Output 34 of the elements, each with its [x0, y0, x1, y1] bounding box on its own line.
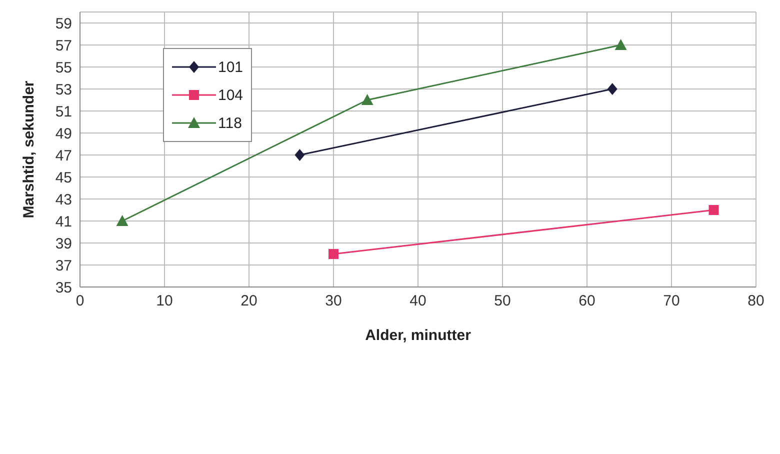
x-axis-title: Alder, minutter: [365, 327, 472, 344]
y-tick-label: 53: [55, 81, 72, 98]
y-tick-label: 39: [55, 235, 72, 252]
y-tick-label: 51: [55, 103, 72, 120]
y-tick-label: 47: [55, 147, 72, 164]
x-tick-label: 20: [240, 292, 258, 310]
x-tick-label: 50: [494, 292, 511, 310]
y-tick-label: 59: [55, 15, 72, 32]
x-tick-label: 40: [410, 292, 426, 310]
y-tick-label: 49: [55, 125, 72, 142]
x-tick-label: 10: [156, 292, 173, 310]
legend-label: 118: [218, 114, 242, 132]
point: [361, 94, 374, 105]
x-tick-label: 70: [663, 292, 680, 310]
point: [294, 149, 305, 161]
y-tick-label: 45: [55, 169, 72, 186]
x-tick-label: 0: [76, 292, 84, 310]
x-tick-label: 80: [748, 292, 764, 310]
point: [708, 205, 719, 215]
y-axis-title: Marshtid, sekunder: [20, 80, 38, 218]
point: [328, 249, 338, 259]
y-tick-label: 41: [55, 213, 72, 230]
y-tick-label: 57: [55, 37, 72, 54]
y-tick-label: 43: [55, 191, 72, 208]
x-tick-label: 30: [325, 292, 342, 310]
y-tick-label: 55: [55, 59, 72, 76]
x-tick-label: 60: [578, 292, 596, 310]
y-tick-label: 35: [55, 279, 72, 296]
point: [607, 83, 618, 95]
legend-label: 101: [218, 58, 244, 76]
point: [614, 39, 627, 50]
legend-label: 104: [218, 86, 244, 104]
y-tick-label: 37: [55, 257, 72, 274]
point: [116, 215, 128, 226]
